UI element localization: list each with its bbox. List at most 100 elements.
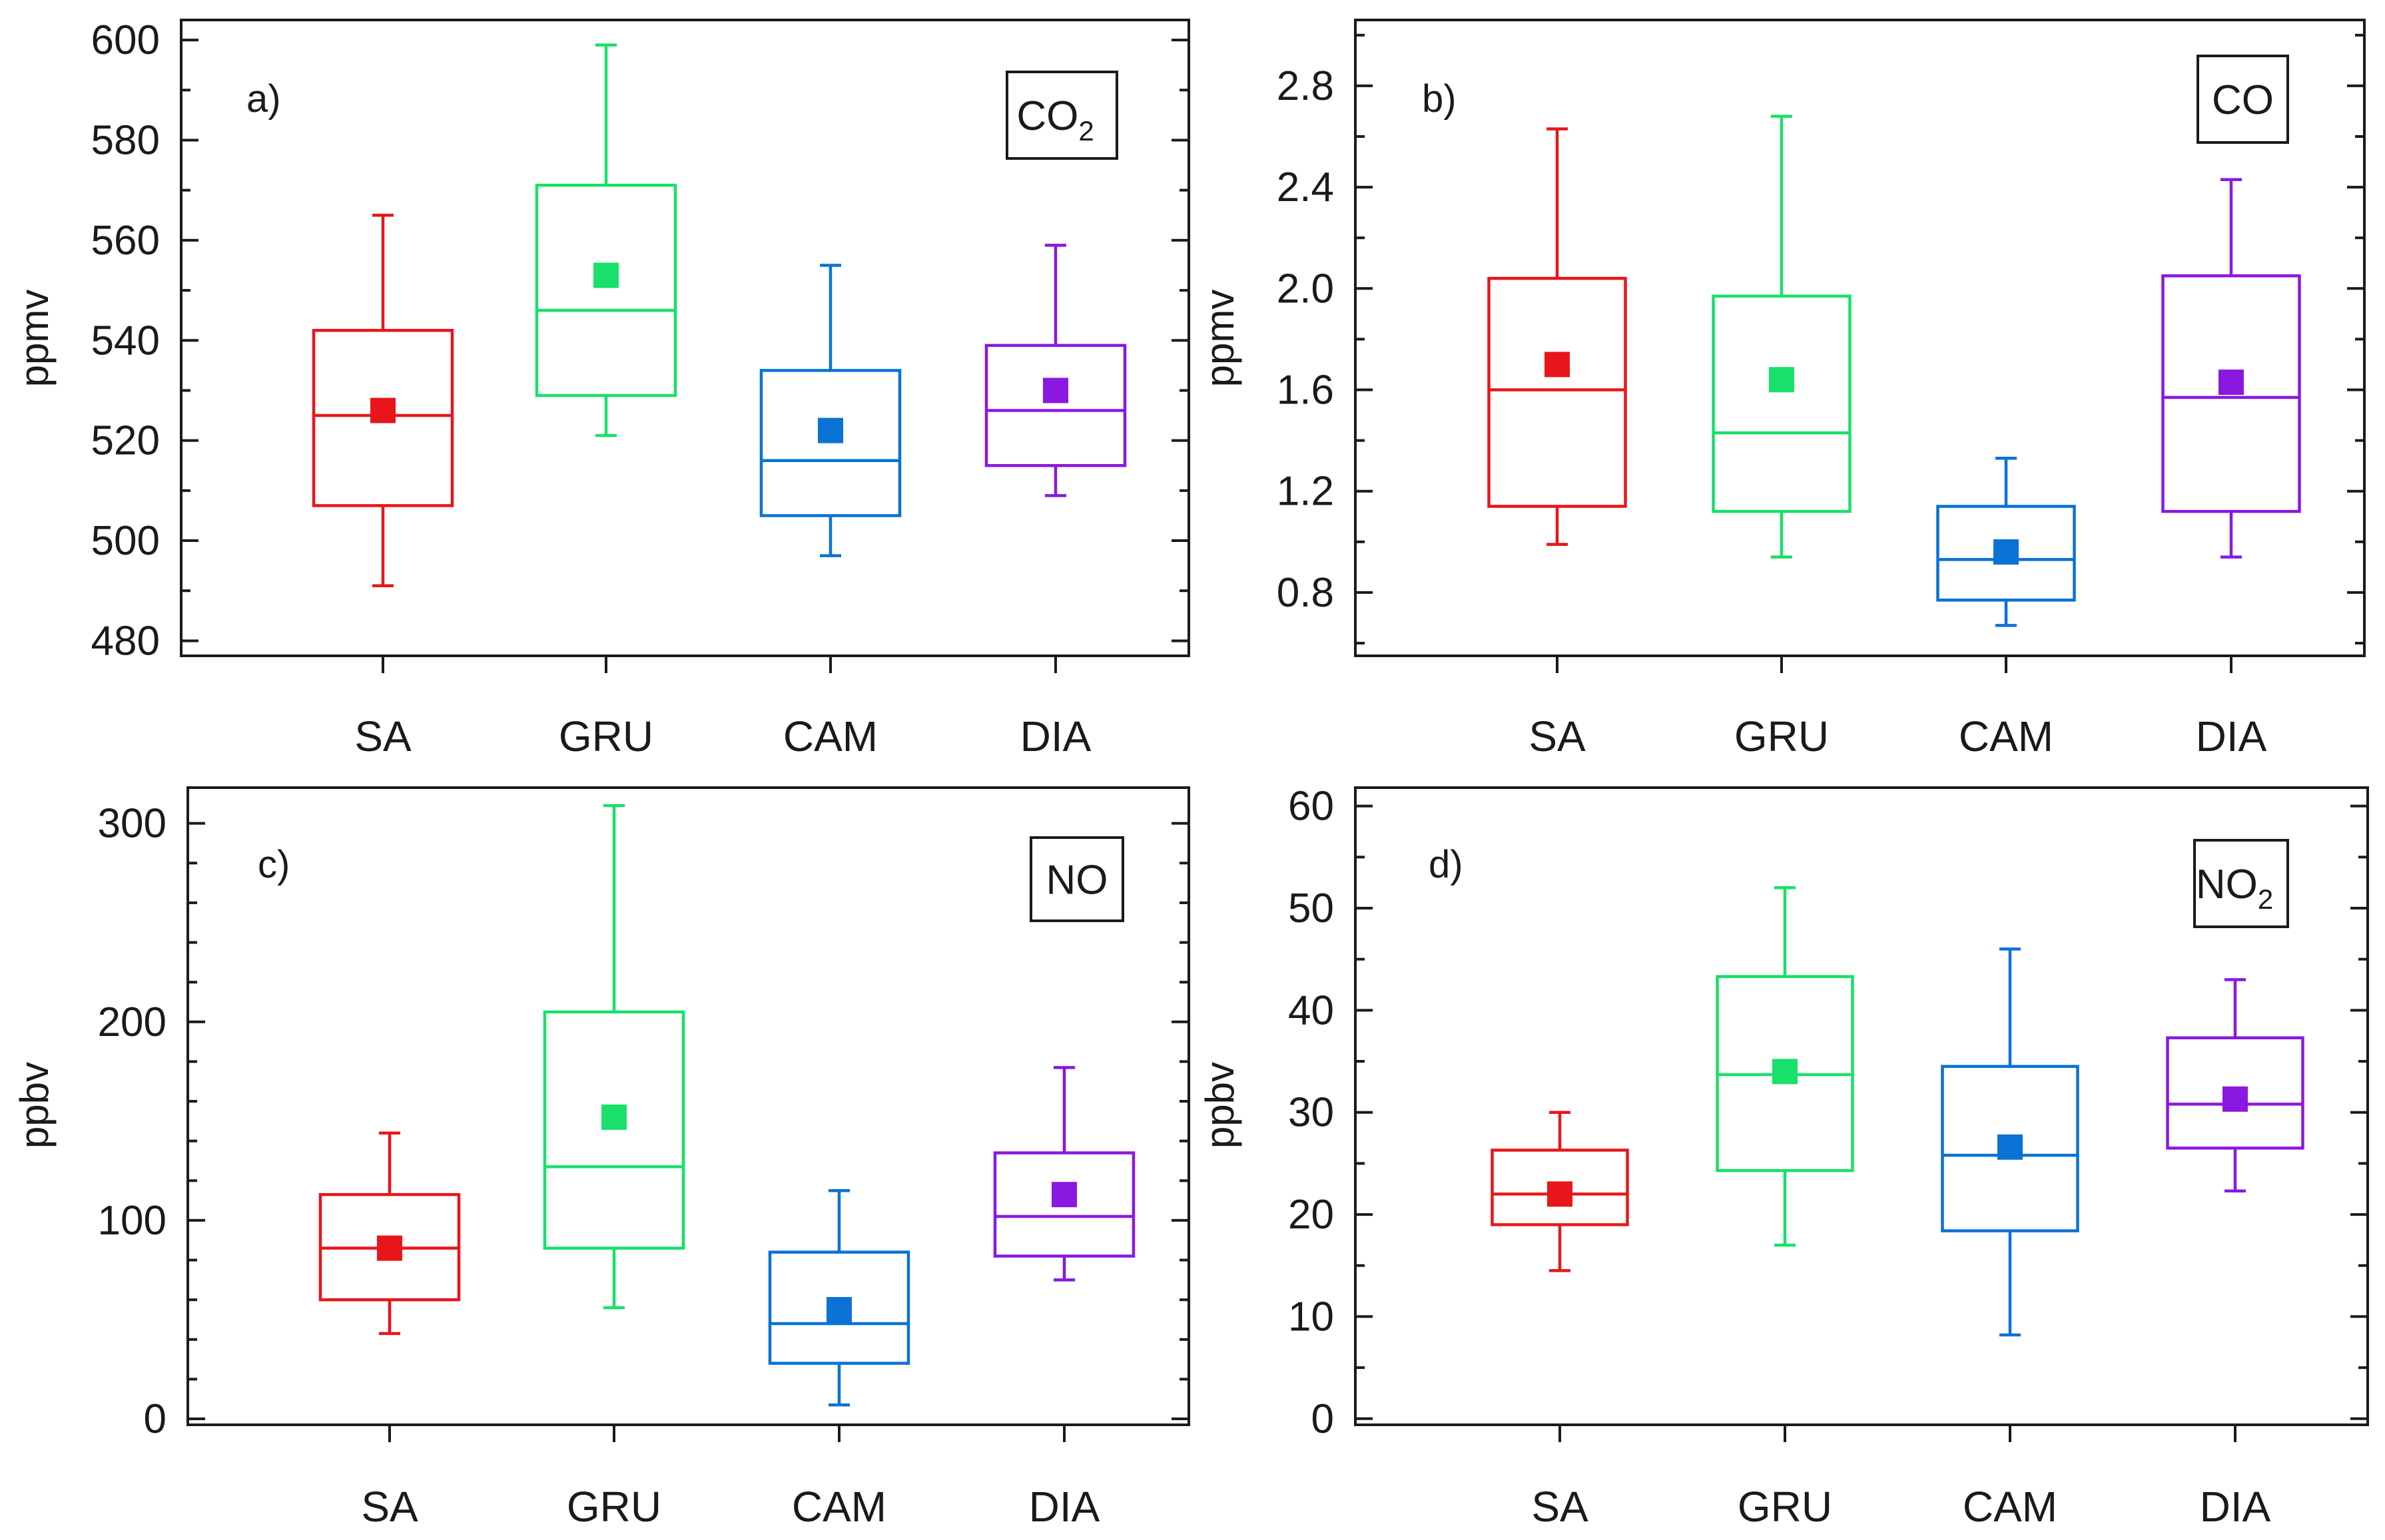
y-tick-label: 40 xyxy=(1288,987,1334,1033)
mean-marker xyxy=(1997,1134,2023,1160)
x-tick-label: SA xyxy=(354,712,412,760)
mean-marker xyxy=(1544,352,1570,378)
mean-marker xyxy=(601,1104,627,1130)
iqr-box xyxy=(1941,1065,2079,1232)
iqr-box xyxy=(759,369,902,517)
box-dia xyxy=(993,1066,1136,1282)
box-gru xyxy=(1716,886,1854,1247)
y-tick-label: 2.4 xyxy=(1277,164,1334,210)
mean-marker xyxy=(827,1297,852,1323)
box-dia xyxy=(2161,178,2301,559)
y-axis-label: ppmv xyxy=(1197,290,1242,387)
iqr-box xyxy=(1487,276,1627,508)
box-cam xyxy=(1936,456,2076,627)
y-tick-label: 2.8 xyxy=(1277,63,1334,109)
mean-marker xyxy=(1043,378,1068,403)
x-tick-label: GRU xyxy=(567,1483,661,1531)
panel-letter: c) xyxy=(258,843,290,886)
box-cam xyxy=(768,1188,910,1407)
mean-marker xyxy=(1993,539,2019,565)
iqr-box xyxy=(1491,1149,1629,1226)
panel-c: 0 100 200 300 SA GRU CAM DIA ppbv c) NO xyxy=(12,786,1190,1531)
x-tick-label: GRU xyxy=(1734,712,1829,760)
iqr-box xyxy=(2166,1036,2304,1150)
x-tick-label: SA xyxy=(361,1483,418,1531)
x-tick-label: CAM xyxy=(792,1483,886,1531)
y-tick-label: 560 xyxy=(91,218,160,264)
y-tick-label: 20 xyxy=(1288,1192,1334,1238)
y-tick-label: 100 xyxy=(98,1198,167,1244)
box-sa xyxy=(1491,1111,1629,1272)
y-tick-label: 480 xyxy=(91,618,160,664)
x-tick-label: SA xyxy=(1531,1483,1588,1531)
y-tick-label: 1.6 xyxy=(1277,367,1334,413)
species-label: NO xyxy=(1046,858,1108,903)
mean-marker xyxy=(818,417,843,443)
y-tick-label: 540 xyxy=(91,318,160,364)
y-tick-label: 2.0 xyxy=(1277,266,1334,312)
box-cam xyxy=(759,264,902,557)
y-tick-label: 50 xyxy=(1288,886,1334,931)
mean-marker xyxy=(1769,367,1794,393)
x-tick-label: CAM xyxy=(1959,712,2053,760)
box-sa xyxy=(318,1131,461,1336)
iqr-box xyxy=(1712,294,1852,513)
x-tick-label: DIA xyxy=(2196,712,2267,760)
box-gru xyxy=(543,804,685,1310)
species-box xyxy=(1030,836,1124,922)
iqr-box xyxy=(1936,505,2076,602)
mean-marker xyxy=(377,1235,402,1261)
iqr-box xyxy=(543,1010,685,1250)
y-axis-label: ppbv xyxy=(1197,1062,1242,1149)
species-box xyxy=(2193,839,2289,928)
species-subscript: 2 xyxy=(2258,884,2273,915)
x-tick-label: GRU xyxy=(559,712,653,760)
panel-letter: d) xyxy=(1429,843,1463,886)
y-tick-label: 0 xyxy=(1311,1396,1334,1442)
box-sa xyxy=(1487,127,1627,546)
y-axis-label: ppmv xyxy=(12,290,57,387)
panel-b: 0.8 1.2 1.6 2.0 2.4 2.8 SA GRU CAM DIA ppmv b) CO xyxy=(1197,19,2366,760)
y-tick-label: 520 xyxy=(91,418,160,464)
y-tick-label: 0.8 xyxy=(1277,570,1334,616)
mean-marker xyxy=(1772,1059,1798,1085)
species-label: CO xyxy=(2212,77,2274,123)
panel-letter: b) xyxy=(1422,77,1457,121)
x-tick-label: DIA xyxy=(1020,712,1092,760)
species-subscript: 2 xyxy=(1078,115,1094,146)
box-cam xyxy=(1941,947,2079,1337)
x-tick-label: DIA xyxy=(2200,1483,2271,1531)
iqr-box xyxy=(768,1250,910,1365)
mean-marker xyxy=(2218,370,2244,395)
y-tick-label: 500 xyxy=(91,518,160,564)
mean-marker xyxy=(1547,1181,1572,1207)
x-tick-label: CAM xyxy=(1963,1483,2057,1531)
x-tick-label: GRU xyxy=(1738,1483,1832,1531)
iqr-box xyxy=(535,183,677,397)
mean-marker xyxy=(2222,1086,2248,1112)
mean-marker xyxy=(1052,1182,1077,1208)
box-gru xyxy=(535,43,677,437)
species-box xyxy=(1006,71,1118,160)
y-tick-label: 200 xyxy=(98,999,167,1045)
y-tick-label: 0 xyxy=(144,1396,167,1442)
mean-marker xyxy=(593,262,619,288)
iqr-box xyxy=(2161,274,2301,513)
y-tick-label: 60 xyxy=(1288,784,1334,830)
y-tick-label: 600 xyxy=(91,17,160,63)
iqr-box xyxy=(984,344,1127,467)
species-box xyxy=(2197,55,2289,144)
x-tick-label: DIA xyxy=(1029,1483,1100,1531)
iqr-box xyxy=(993,1151,1136,1258)
y-tick-label: 30 xyxy=(1288,1090,1334,1136)
panel-letter: a) xyxy=(246,77,281,121)
y-tick-label: 580 xyxy=(91,117,160,163)
mean-marker xyxy=(370,397,396,423)
box-dia xyxy=(984,244,1127,497)
box-dia xyxy=(2166,978,2304,1193)
box-sa xyxy=(312,214,454,587)
x-tick-label: SA xyxy=(1529,712,1586,760)
y-tick-label: 300 xyxy=(98,801,167,847)
